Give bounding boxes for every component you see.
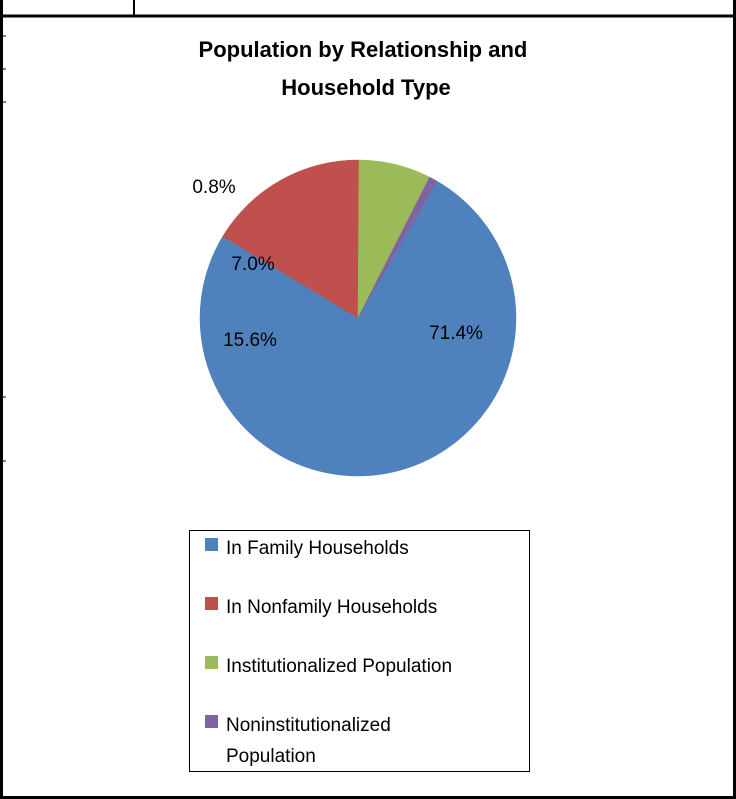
chart-title-line-2: Household Type	[281, 75, 451, 100]
chart-title-line-1: Population by Relationship and	[199, 37, 528, 62]
legend-item-2: In Nonfamily Households	[205, 597, 437, 618]
chart-title: Population by Relationship and Household…	[199, 37, 534, 100]
pie-slice-4	[357, 176, 438, 319]
legend-swatch-2	[205, 597, 218, 610]
pie-labels: 71.4% 15.6% 7.0% 0.8%	[192, 177, 483, 351]
legend-box	[189, 530, 530, 772]
pie-slice-2	[222, 159, 360, 319]
data-label-1: 71.4%	[429, 323, 483, 344]
legend-item-3: Institutionalized Population	[205, 656, 452, 677]
legend-item-1: In Family Households	[205, 538, 409, 559]
legend-swatch-4	[205, 715, 218, 728]
legend-label-2: In Nonfamily Households	[226, 597, 437, 618]
legend-label-1: In Family Households	[226, 538, 409, 559]
pie-chart	[199, 159, 517, 477]
data-label-2: 15.6%	[223, 330, 277, 351]
data-label-4: 0.8%	[192, 177, 235, 198]
legend-swatch-1	[205, 538, 218, 551]
data-label-3: 7.0%	[231, 254, 274, 275]
legend-item-4: Noninstitutionalized Population	[205, 715, 391, 767]
legend-label-4: Noninstitutionalized Population	[226, 715, 391, 767]
pie-slice-1	[199, 180, 517, 477]
legend-swatch-3	[205, 656, 218, 669]
legend-label-3: Institutionalized Population	[226, 656, 452, 677]
legend: In Family Households In Nonfamily Househo…	[189, 530, 530, 772]
legend-items: In Family Households In Nonfamily Househo…	[205, 538, 452, 767]
